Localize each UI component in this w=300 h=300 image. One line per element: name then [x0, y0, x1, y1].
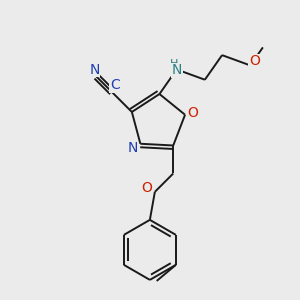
Text: N: N: [172, 64, 182, 77]
Text: O: O: [249, 54, 260, 68]
Text: H: H: [169, 59, 178, 70]
Text: O: O: [188, 106, 199, 120]
Text: N: N: [127, 141, 138, 155]
Text: N: N: [89, 63, 100, 76]
Text: O: O: [141, 181, 152, 195]
Text: C: C: [110, 78, 120, 92]
